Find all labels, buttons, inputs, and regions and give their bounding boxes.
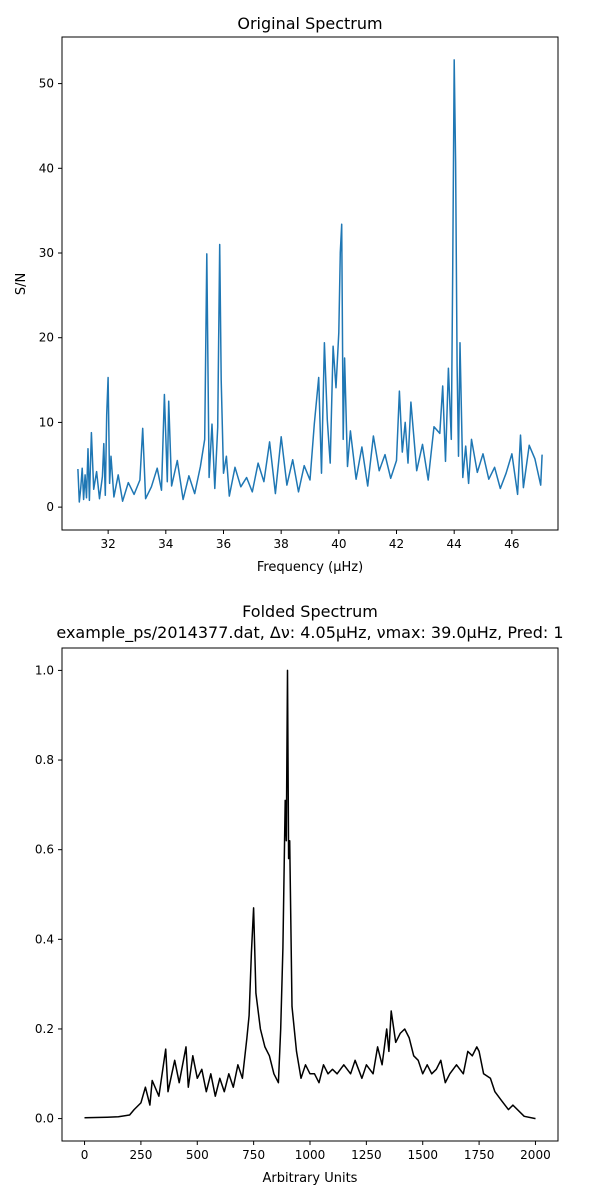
x-axis-label: Frequency (μHz) [257,560,363,575]
y-axis-label: S/N [14,273,29,295]
x-tick-label: 1500 [407,1148,438,1162]
y-tick-label: 0.2 [35,1022,54,1036]
y-tick-label: 0.8 [35,753,54,767]
chart-subtitle: example_ps/2014377.dat, Δν: 4.05μHz, νma… [56,623,563,643]
x-tick-label: 1000 [295,1148,326,1162]
y-tick-label: 0.0 [35,1112,54,1126]
x-tick-label: 1250 [351,1148,382,1162]
x-tick-label: 0 [81,1148,89,1162]
y-tick-label: 0.4 [35,932,54,946]
plot-data [77,59,543,503]
series-line [84,669,536,1120]
x-tick-label: 44 [447,537,462,551]
chart-title: Folded Spectrum [242,602,378,621]
y-axis-ticks: 0 10 20 30 40 50 [39,77,62,514]
x-tick-label: 32 [100,537,115,551]
y-tick-label: 50 [39,77,54,91]
y-tick-label: 10 [39,415,54,429]
x-tick-label: 750 [242,1148,265,1162]
plot-frame [61,36,559,531]
x-tick-label: 34 [158,537,173,551]
y-tick-label: 0.6 [35,843,54,857]
x-tick-label: 46 [504,537,519,551]
x-tick-label: 40 [331,537,346,551]
x-tick-label: 500 [186,1148,209,1162]
x-tick-label: 42 [389,537,404,551]
x-tick-label: 1750 [464,1148,495,1162]
y-tick-label: 30 [39,246,54,260]
x-tick-label: 36 [216,537,231,551]
x-tick-label: 2000 [520,1148,551,1162]
chart-folded-spectrum: Folded Spectrum example_ps/2014377.dat, … [35,602,564,1186]
x-tick-label: 250 [129,1148,152,1162]
x-axis-label: Arbitrary Units [263,1171,358,1186]
y-tick-label: 20 [39,331,54,345]
y-axis-ticks: 0.0 0.2 0.4 0.6 0.8 1.0 [35,663,62,1126]
x-tick-label: 38 [274,537,289,551]
x-axis-ticks: 0 250 500 750 1000 1250 1500 1750 2000 [81,1141,551,1162]
plot-data [84,669,536,1120]
x-axis-ticks: 32 34 36 38 40 42 44 46 [100,530,520,551]
y-tick-label: 40 [39,161,54,175]
y-tick-label: 0 [46,500,54,514]
y-tick-label: 1.0 [35,663,54,677]
chart-original-spectrum: Original Spectrum 32 34 36 38 40 42 44 46 0 10 20… [14,14,559,575]
chart-title: Original Spectrum [237,14,382,33]
series-line [77,59,543,503]
